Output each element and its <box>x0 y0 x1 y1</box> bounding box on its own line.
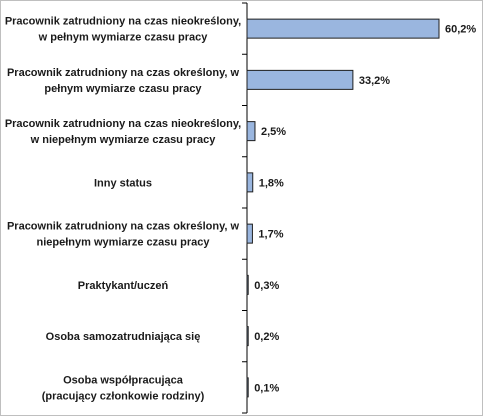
bar <box>246 274 249 295</box>
category-label: Osoba samozatrudniająca się <box>46 331 201 343</box>
value-label: 1,8% <box>259 177 284 189</box>
category-label: Pracownik zatrudniony na czas określony,… <box>7 67 240 95</box>
value-label: 0,3% <box>254 280 279 292</box>
value-labels: 60,2% 33,2% 2,5% 1,8% 1,7% 0,3% 0,2% 0,1% <box>254 24 476 395</box>
category-label: Praktykant/uczeń <box>78 280 169 292</box>
value-label: 33,2% <box>359 75 390 87</box>
category-label: Pracownik zatrudniony na czas nieokreślo… <box>5 16 241 44</box>
bars <box>246 18 440 398</box>
bar <box>246 223 253 244</box>
category-label: Pracownik zatrudniony na czas określony,… <box>7 221 240 249</box>
category-label: Osoba współpracująca (pracujący członkowi… <box>42 374 205 402</box>
bar <box>246 172 254 193</box>
value-label: 2,5% <box>261 126 286 138</box>
bar <box>246 377 249 398</box>
value-label: 0,1% <box>254 382 279 394</box>
value-label: 60,2% <box>445 24 476 36</box>
category-label: Inny status <box>94 177 152 189</box>
bar <box>246 18 440 39</box>
bar <box>246 326 249 347</box>
bar <box>246 69 354 90</box>
bar <box>246 121 256 142</box>
y-axis-ticks <box>242 2 247 414</box>
category-labels: Pracownik zatrudniony na czas nieokreślo… <box>5 16 241 403</box>
category-label: Pracownik zatrudniony na czas nieokreślo… <box>5 118 241 146</box>
value-label: 0,2% <box>254 331 279 343</box>
value-label: 1,7% <box>258 229 283 241</box>
